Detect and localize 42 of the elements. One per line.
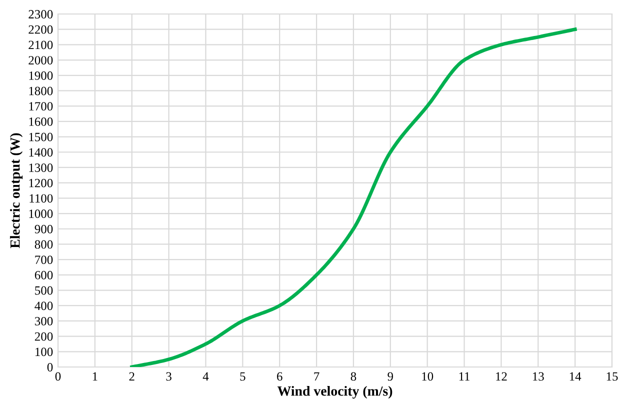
y-tick-label: 200 <box>34 332 53 341</box>
x-tick-label: 7 <box>314 372 320 381</box>
y-tick-label: 600 <box>34 270 53 280</box>
x-tick-label: 12 <box>496 372 507 381</box>
y-tick-label: 1700 <box>29 102 53 111</box>
y-tick-label: 1900 <box>29 71 53 80</box>
x-tick-label: 14 <box>570 372 582 381</box>
x-tick-label: 1 <box>92 372 98 381</box>
x-tick-label: 13 <box>532 372 544 381</box>
y-tick-label: 300 <box>34 316 53 326</box>
x-tick-label: 8 <box>350 372 356 381</box>
y-tick-label: 800 <box>34 240 53 249</box>
y-tick-label: 900 <box>34 224 53 234</box>
y-tick-label: 1300 <box>29 164 53 172</box>
x-tick-label: 2 <box>129 372 134 381</box>
y-tick-label: 2300 <box>28 10 53 18</box>
y-tick-label: 400 <box>34 302 53 310</box>
x-tick-label: 11 <box>459 372 470 381</box>
x-tick-label: 4 <box>202 372 209 381</box>
x-axis-title: Wind velocity (m/s) <box>277 386 392 399</box>
y-tick-label: 1400 <box>29 148 53 157</box>
y-tick-label: 2200 <box>28 25 53 34</box>
x-tick-label: 10 <box>422 372 434 381</box>
y-axis-title: Electric output (W) <box>10 133 23 248</box>
y-tick-label: 1600 <box>29 117 53 126</box>
y-tick-label: 0 <box>47 363 53 372</box>
y-tick-label: 1000 <box>29 210 53 218</box>
y-tick-label: 1100 <box>30 194 53 203</box>
y-tick-label: 1800 <box>29 86 53 96</box>
x-tick-label: 3 <box>166 372 172 381</box>
y-tick-label: 700 <box>35 256 53 264</box>
y-tick-label: 500 <box>35 286 53 295</box>
y-tick-label: 1500 <box>29 132 53 142</box>
x-tick-label: 5 <box>240 372 246 381</box>
x-tick-label: 9 <box>388 372 394 381</box>
x-tick-label: 15 <box>606 372 618 381</box>
x-tick-label: 0 <box>55 372 61 381</box>
y-tick-label: 1200 <box>29 178 53 188</box>
x-tick-label: 6 <box>277 372 282 381</box>
y-tick-label: 100 <box>35 348 53 356</box>
y-tick-label: 2000 <box>28 56 53 65</box>
y-tick-label: 2100 <box>28 40 53 50</box>
